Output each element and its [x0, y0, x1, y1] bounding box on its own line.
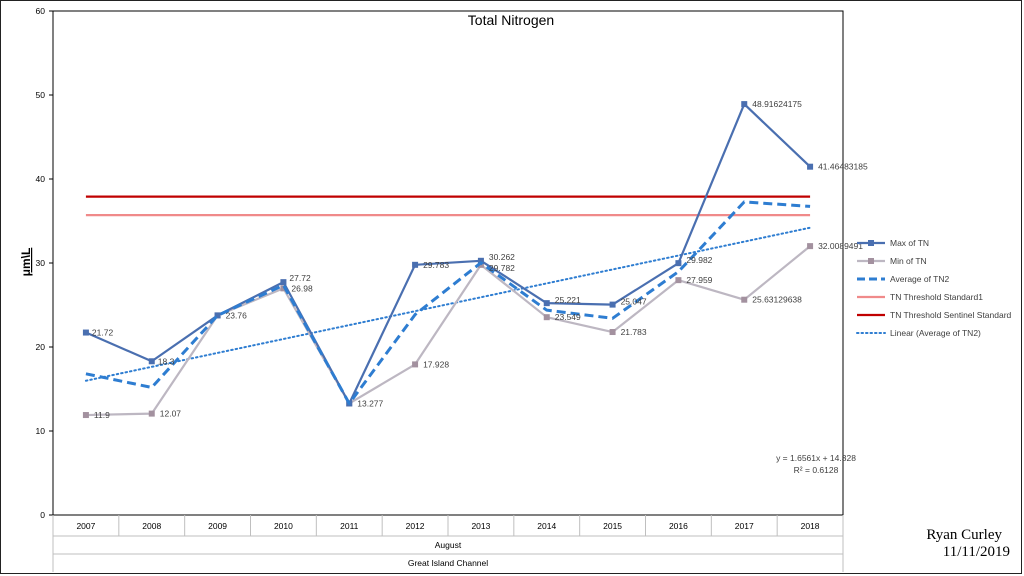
legend-marker: [868, 258, 874, 264]
data-point-max-of-tn: [675, 260, 682, 267]
x-axis-group-label: Great Island Channel: [408, 558, 488, 568]
x-tick-label: 2015: [603, 521, 622, 531]
legend-label: Average of TN2: [890, 274, 949, 284]
data-label-max-of-tn: 29.982: [686, 255, 712, 265]
data-label-min-of-tn: 27.959: [686, 275, 712, 285]
data-label-max-of-tn: 30.262: [489, 252, 515, 262]
data-label-min-of-tn: 17.928: [423, 359, 449, 369]
data-label-min-of-tn: 26.98: [291, 283, 313, 293]
y-tick-label: 10: [36, 426, 46, 436]
data-label-max-of-tn: 21.72: [92, 328, 114, 338]
data-point-max-of-tn: [82, 329, 89, 336]
x-tick-label: 2016: [669, 521, 688, 531]
series-line-max-of-tn: [85, 103, 811, 405]
x-tick-label: 2012: [406, 521, 425, 531]
legend-marker: [868, 240, 874, 246]
x-tick-label: 2018: [801, 521, 820, 531]
data-point-max-of-tn: [477, 257, 484, 264]
data-point-min-of-tn: [675, 277, 682, 284]
data-labels-layer: 11.9 12.07 23.76 26.98 13.277 17.928 29.782 23.…: [92, 99, 868, 420]
trendline-average-tn2: [84, 226, 812, 382]
trendline-r2: R² = 0.6128: [794, 465, 839, 475]
data-label-min-of-tn: 25.63129638: [752, 295, 802, 305]
x-tick-label: 2008: [142, 521, 161, 531]
data-label-min-of-tn: 13.277: [357, 398, 383, 408]
series-layer: [82, 101, 814, 419]
data-label-min-of-tn: 11.9: [94, 410, 110, 420]
data-point-min-of-tn: [82, 412, 89, 419]
trendline-equation: y = 1.6561x + 14.328: [776, 453, 856, 463]
data-point-min-of-tn: [280, 285, 287, 292]
data-point-max-of-tn: [609, 301, 616, 308]
y-axis-label: μm\L: [19, 248, 33, 277]
y-tick-label: 20: [36, 342, 46, 352]
x-tick-label: 2014: [537, 521, 556, 531]
data-point-max-of-tn: [148, 358, 155, 365]
data-point-min-of-tn: [477, 261, 484, 268]
data-point-min-of-tn: [543, 314, 550, 321]
legend-label: Max of TN: [890, 238, 929, 248]
author-name: Ryan Curley: [926, 527, 1002, 543]
legend-label: TN Threshold Sentinel Standard: [890, 310, 1012, 320]
series-line-min-of-tn: [85, 245, 811, 417]
x-tick-label: 2010: [274, 521, 293, 531]
x-tick-label: 2007: [76, 521, 95, 531]
x-axis-label: August: [435, 540, 462, 550]
data-point-max-of-tn: [214, 312, 221, 319]
data-label-max-of-tn: 25.221: [555, 295, 581, 305]
axes: 0 10 20 30 40 50 60 2007 2008 2009 2010 2011 2012 201…: [36, 6, 844, 572]
data-label-max-of-tn: 48.91624175: [752, 99, 802, 109]
data-point-max-of-tn: [543, 300, 550, 307]
data-label-max-of-tn: 29.783: [423, 260, 449, 270]
y-tick-label: 0: [40, 510, 45, 520]
data-label-max-of-tn: 25.047: [621, 297, 647, 307]
data-point-min-of-tn: [807, 243, 814, 250]
data-label-max-of-tn: 18.3: [158, 356, 175, 366]
chart-title: Total Nitrogen: [468, 12, 554, 28]
author-date: 11/11/2019: [942, 544, 1010, 560]
data-label-min-of-tn: 23.549: [555, 312, 581, 322]
data-label-max-of-tn: 41.46483185: [818, 162, 868, 172]
y-tick-label: 50: [36, 90, 46, 100]
data-label-min-of-tn: 21.783: [621, 327, 647, 337]
data-point-max-of-tn: [807, 163, 814, 170]
data-point-max-of-tn: [412, 261, 419, 268]
legend-label: Min of TN: [890, 256, 927, 266]
data-label-min-of-tn: 23.76: [226, 310, 248, 320]
x-tick-label: 2017: [735, 521, 754, 531]
data-point-min-of-tn: [609, 329, 616, 336]
data-point-min-of-tn: [148, 410, 155, 417]
x-tick-label: 2009: [208, 521, 227, 531]
legend-label: Linear (Average of TN2): [890, 328, 981, 338]
data-label-max-of-tn: 27.72: [289, 273, 311, 283]
series-line-average-of-tn2: [85, 200, 811, 405]
data-label-min-of-tn: 12.07: [160, 409, 182, 419]
data-label-min-of-tn: 32.0089491: [818, 241, 863, 251]
legend: Max of TN Min of TN Average of TN2 TN Thres…: [856, 238, 1012, 338]
data-point-max-of-tn: [741, 101, 748, 108]
y-tick-label: 30: [36, 258, 46, 268]
y-tick-label: 40: [36, 174, 46, 184]
y-tick-label: 60: [36, 6, 46, 16]
legend-label: TN Threshold Standard1: [890, 292, 983, 302]
x-tick-label: 2013: [471, 521, 490, 531]
x-tick-label: 2011: [340, 521, 359, 531]
data-label-min-of-tn: 29.782: [489, 263, 515, 273]
data-point-min-of-tn: [412, 361, 419, 368]
data-point-max-of-tn: [280, 279, 287, 286]
data-point-min-of-tn: [741, 296, 748, 303]
